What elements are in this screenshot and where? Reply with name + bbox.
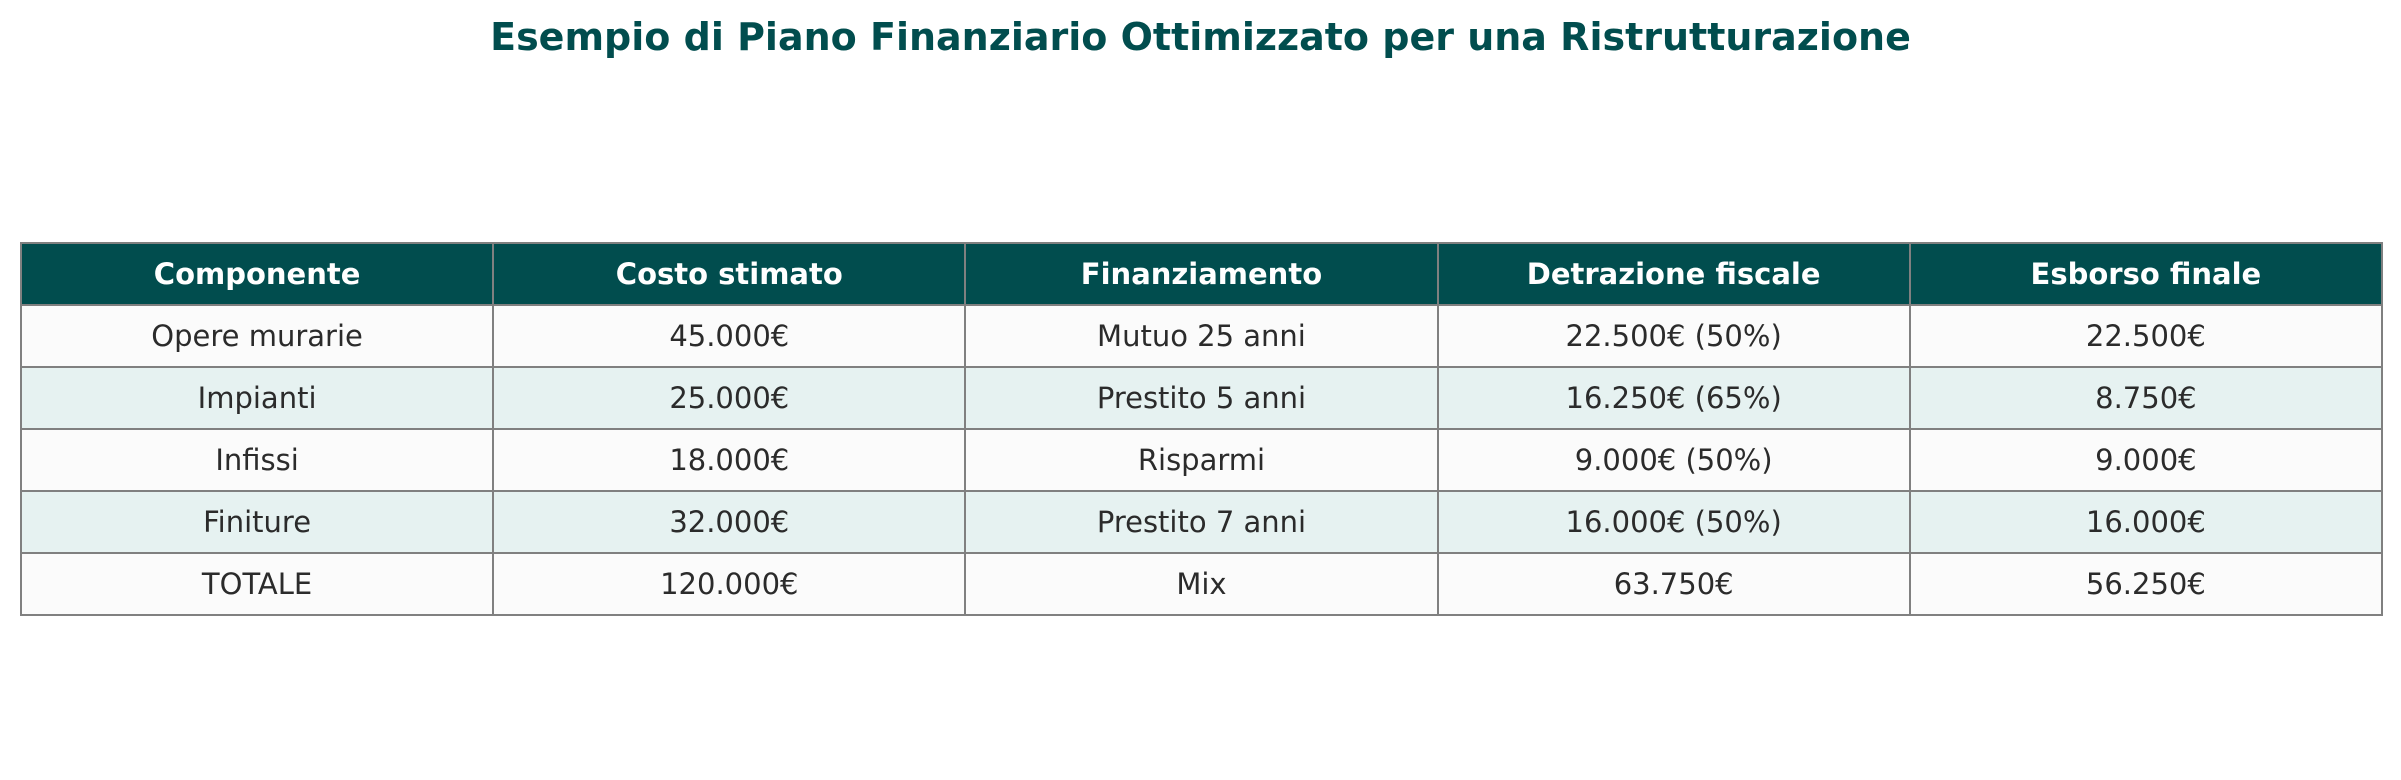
chart-title: Esempio di Piano Finanziario Ottimizzato… bbox=[490, 15, 1911, 59]
table-cell: 25.000€ bbox=[492, 366, 967, 430]
table-cell: 120.000€ bbox=[492, 552, 967, 616]
table-cell: 16.250€ (65%) bbox=[1436, 366, 1911, 430]
table-row: Finiture 32.000€ Prestito 7 anni 16.000€… bbox=[19, 490, 2384, 554]
table-row: Impianti 25.000€ Prestito 5 anni 16.250€… bbox=[19, 366, 2384, 430]
table-cell: Mutuo 25 anni bbox=[964, 304, 1439, 368]
table-cell: 63.750€ bbox=[1436, 552, 1911, 616]
table-cell: Finiture bbox=[19, 490, 495, 554]
financial-plan-table: Componente Costo stimato Finanziamento D… bbox=[19, 242, 2384, 616]
table-cell: 18.000€ bbox=[492, 428, 967, 492]
table-cell: 8.750€ bbox=[1908, 366, 2384, 430]
table-cell: 32.000€ bbox=[492, 490, 967, 554]
table-cell: Prestito 7 anni bbox=[964, 490, 1439, 554]
column-header-costo-stimato: Costo stimato bbox=[492, 242, 967, 306]
column-header-finanziamento: Finanziamento bbox=[964, 242, 1439, 306]
table-row-total: TOTALE 120.000€ Mix 63.750€ 56.250€ bbox=[19, 552, 2384, 616]
table-cell: Risparmi bbox=[964, 428, 1439, 492]
table-cell: Mix bbox=[964, 552, 1439, 616]
table-cell: TOTALE bbox=[19, 552, 495, 616]
table-cell: 22.500€ bbox=[1908, 304, 2384, 368]
table-cell: 56.250€ bbox=[1908, 552, 2384, 616]
column-header-componente: Componente bbox=[19, 242, 495, 306]
table-header-row: Componente Costo stimato Finanziamento D… bbox=[19, 242, 2384, 306]
table-cell: 16.000€ (50%) bbox=[1436, 490, 1911, 554]
table-cell: Infissi bbox=[19, 428, 495, 492]
table-cell: Opere murarie bbox=[19, 304, 495, 368]
table-cell: 22.500€ (50%) bbox=[1436, 304, 1911, 368]
column-header-esborso-finale: Esborso finale bbox=[1908, 242, 2384, 306]
table-row: Infissi 18.000€ Risparmi 9.000€ (50%) 9.… bbox=[19, 428, 2384, 492]
table-cell: 9.000€ bbox=[1908, 428, 2384, 492]
table-cell: 16.000€ bbox=[1908, 490, 2384, 554]
table-cell: 9.000€ (50%) bbox=[1436, 428, 1911, 492]
column-header-detrazione-fiscale: Detrazione fiscale bbox=[1436, 242, 1911, 306]
table-cell: 45.000€ bbox=[492, 304, 967, 368]
table-cell: Prestito 5 anni bbox=[964, 366, 1439, 430]
table-cell: Impianti bbox=[19, 366, 495, 430]
table-row: Opere murarie 45.000€ Mutuo 25 anni 22.5… bbox=[19, 304, 2384, 368]
